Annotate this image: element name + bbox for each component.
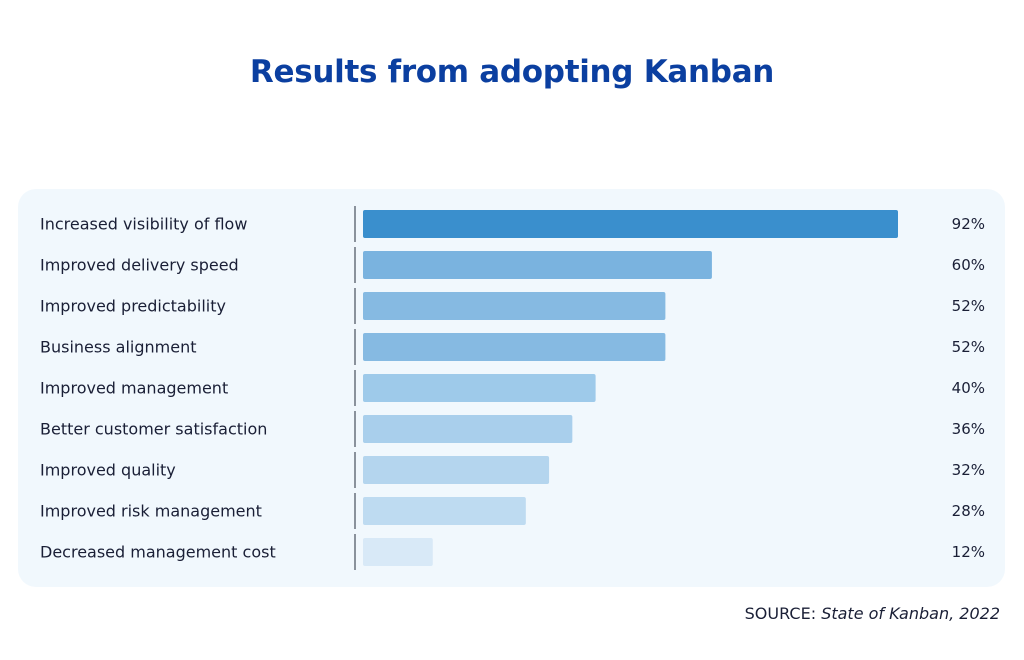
source-work: State of Kanban, 2022 (821, 604, 1000, 623)
value-label: 52% (952, 338, 985, 356)
category-label: Improved management (40, 379, 228, 398)
category-label: Business alignment (40, 338, 196, 357)
bar (363, 497, 526, 525)
value-label: 60% (952, 256, 985, 274)
category-label: Better customer satisfaction (40, 420, 267, 439)
value-label: 28% (952, 502, 985, 520)
chart-title: Results from adopting Kanban (249, 54, 775, 90)
value-label: 32% (952, 461, 985, 479)
source-prefix: SOURCE: (744, 604, 822, 623)
source-note: SOURCE: State of Kanban, 2022 (745, 604, 1000, 623)
value-label: 12% (952, 543, 985, 561)
value-label: 92% (952, 215, 985, 233)
category-label: Improved risk management (40, 502, 262, 521)
bar (363, 415, 573, 443)
category-label: Improved quality (40, 461, 176, 480)
category-label: Improved delivery speed (40, 256, 239, 275)
bar (363, 456, 550, 484)
bar (363, 333, 666, 361)
category-label: Improved predictability (40, 297, 226, 316)
bar (363, 210, 898, 238)
value-label: 40% (952, 379, 985, 397)
category-label: Decreased management cost (40, 543, 276, 562)
category-label: Increased visibility of flow (40, 215, 247, 234)
value-label: 36% (952, 420, 985, 438)
bar (363, 374, 596, 402)
value-label: 52% (952, 297, 985, 315)
bar (363, 292, 666, 320)
bar (363, 251, 712, 279)
bar (363, 538, 433, 566)
